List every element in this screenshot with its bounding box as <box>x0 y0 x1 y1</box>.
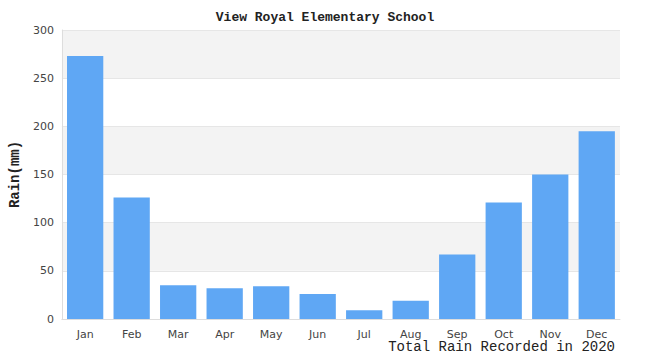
svg-text:0: 0 <box>47 313 54 326</box>
svg-text:50: 50 <box>40 264 54 277</box>
svg-text:Mar: Mar <box>168 328 189 341</box>
svg-text:Aug: Aug <box>400 328 422 341</box>
svg-text:Jun: Jun <box>308 328 326 341</box>
svg-text:Total Rain Recorded in 2020: Total Rain Recorded in 2020 <box>388 339 615 355</box>
svg-text:View Royal Elementary School: View Royal Elementary School <box>216 10 435 25</box>
svg-text:Feb: Feb <box>122 328 141 341</box>
svg-text:Oct: Oct <box>494 328 514 341</box>
svg-text:200: 200 <box>33 120 54 133</box>
svg-text:Dec: Dec <box>586 328 608 341</box>
svg-text:250: 250 <box>33 72 54 85</box>
svg-text:Sep: Sep <box>446 328 468 341</box>
svg-text:100: 100 <box>33 216 54 229</box>
svg-text:Rain(mm): Rain(mm) <box>7 141 23 208</box>
svg-text:Jan: Jan <box>76 328 94 341</box>
svg-text:Apr: Apr <box>215 328 235 341</box>
svg-text:150: 150 <box>33 168 54 181</box>
svg-text:May: May <box>260 328 283 341</box>
svg-text:Nov: Nov <box>539 328 561 341</box>
svg-text:Jul: Jul <box>357 328 371 341</box>
svg-text:300: 300 <box>33 24 54 37</box>
